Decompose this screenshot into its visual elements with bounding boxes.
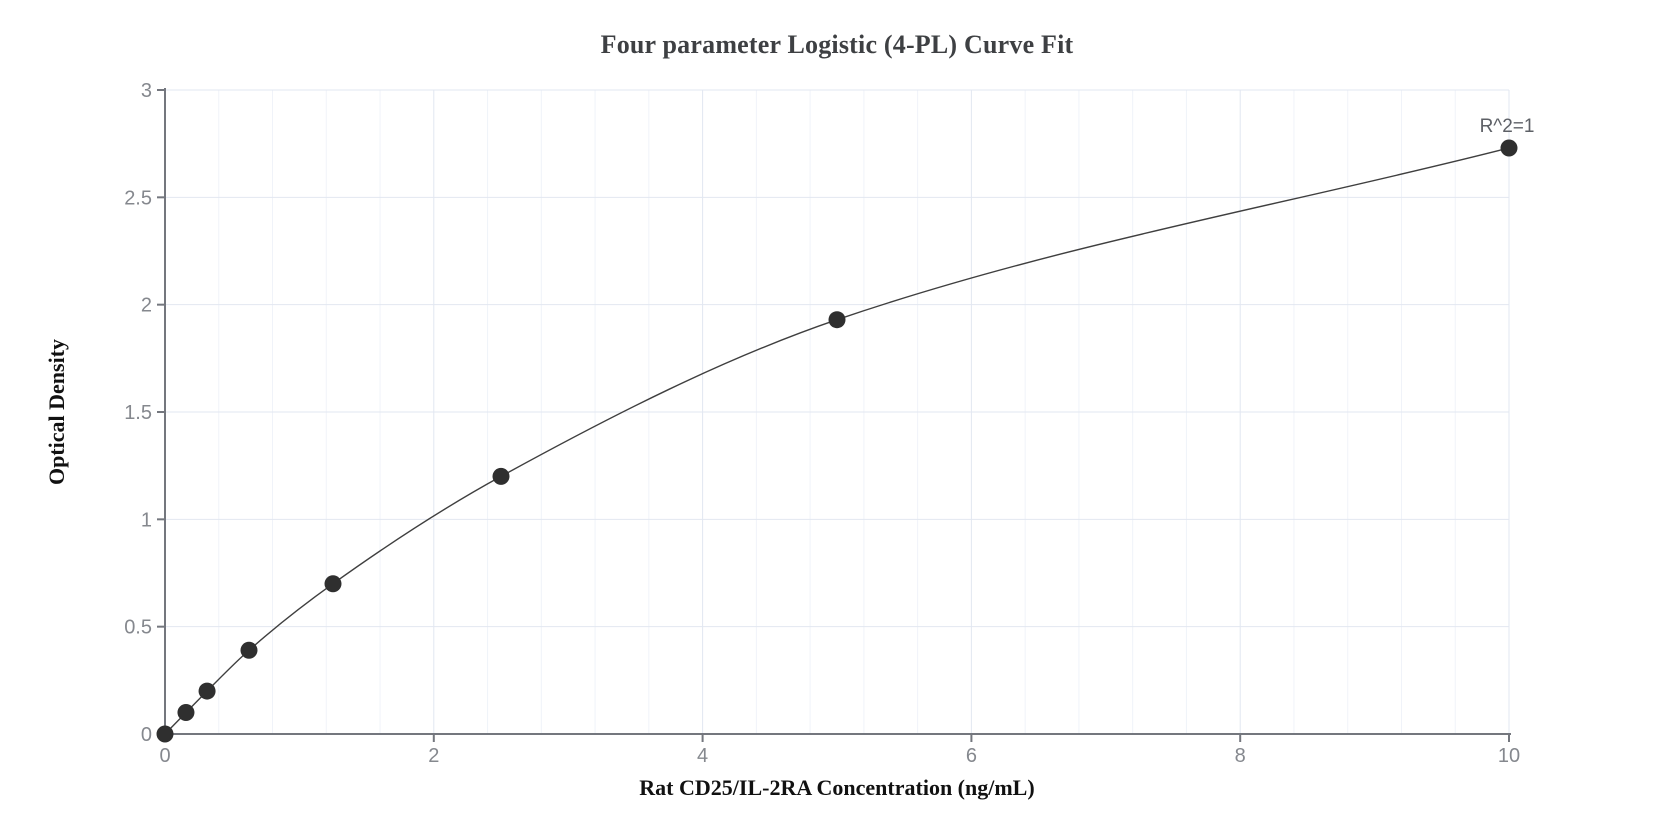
chart-title: Four parameter Logistic (4-PL) Curve Fit	[600, 30, 1074, 59]
data-point[interactable]	[156, 725, 174, 743]
y-tick-label: 3	[141, 80, 152, 102]
x-tick-label: 8	[1235, 745, 1246, 767]
data-point[interactable]	[828, 311, 846, 329]
x-tick-label: 0	[159, 745, 170, 767]
y-tick-label: 1	[141, 509, 152, 531]
r-squared-annotation: R^2=1	[1479, 116, 1535, 137]
x-tick-label: 6	[966, 745, 977, 767]
y-axis-title: Optical Density	[44, 338, 69, 486]
data-point[interactable]	[240, 641, 258, 659]
y-tick-label: 2.5	[124, 187, 152, 209]
x-tick-label: 10	[1498, 745, 1520, 767]
y-tick-label: 0.5	[124, 617, 152, 639]
data-point[interactable]	[1500, 139, 1518, 157]
data-point[interactable]	[324, 575, 342, 593]
x-axis-title: Rat CD25/IL-2RA Concentration (ng/mL)	[639, 775, 1035, 800]
y-tick-label: 2	[141, 295, 152, 317]
y-tick-label: 1.5	[124, 402, 152, 424]
y-tick-label: 0	[141, 724, 152, 746]
x-tick-label: 4	[697, 745, 708, 767]
data-point[interactable]	[492, 467, 510, 485]
data-point[interactable]	[198, 682, 216, 700]
data-point[interactable]	[177, 704, 195, 722]
fit-curve	[164, 147, 1510, 735]
x-tick-label: 2	[428, 745, 439, 767]
